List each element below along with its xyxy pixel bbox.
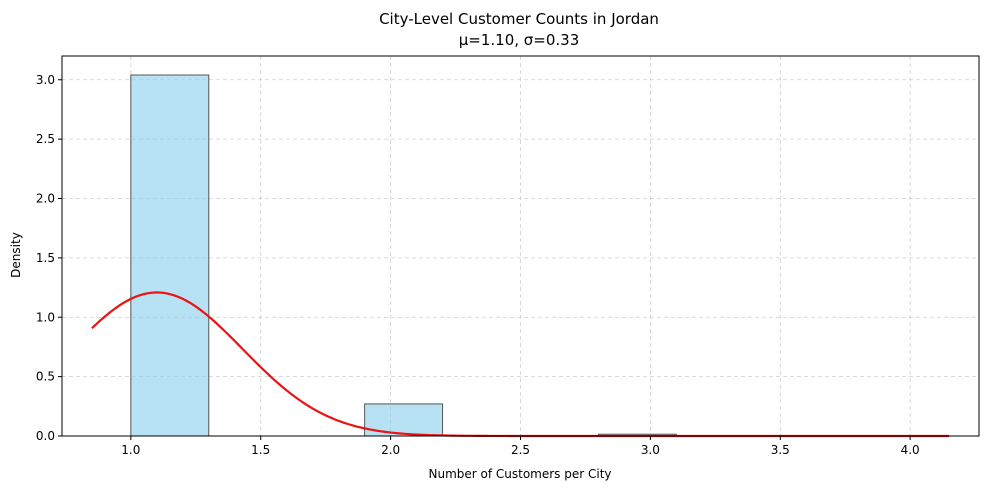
- x-tick-label: 2.0: [381, 443, 400, 457]
- y-tick-label: 0.0: [36, 429, 55, 443]
- x-tick-label: 1.0: [121, 443, 140, 457]
- grid: [62, 56, 979, 437]
- y-tick-label: 0.5: [36, 370, 55, 384]
- bars: [130, 74, 677, 437]
- x-tick-label: 4.0: [901, 443, 920, 457]
- y-tick-label: 3.0: [36, 73, 55, 87]
- y-tick-label: 1.0: [36, 310, 55, 324]
- x-tick-label: 3.5: [771, 443, 790, 457]
- x-tick-label: 2.5: [511, 443, 530, 457]
- y-tick-label: 1.5: [36, 251, 55, 265]
- histogram-bar: [130, 74, 210, 437]
- y-axis-ticks: 0.0 0.5 1.0 1.5 2.0 2.5 3.0: [36, 73, 62, 443]
- x-tick-label: 3.0: [641, 443, 660, 457]
- x-tick-label: 1.5: [251, 443, 270, 457]
- x-axis-label: Number of Customers per City: [428, 467, 611, 481]
- chart-title: City-Level Customer Counts in Jordan: [379, 10, 659, 28]
- chart-subtitle: μ=1.10, σ=0.33: [459, 31, 580, 49]
- y-tick-label: 2.0: [36, 192, 55, 206]
- y-tick-label: 2.5: [36, 132, 55, 146]
- x-axis-ticks: 1.0 1.5 2.0 2.5 3.0 3.5 4.0: [121, 436, 920, 457]
- y-axis-label: Density: [9, 232, 23, 278]
